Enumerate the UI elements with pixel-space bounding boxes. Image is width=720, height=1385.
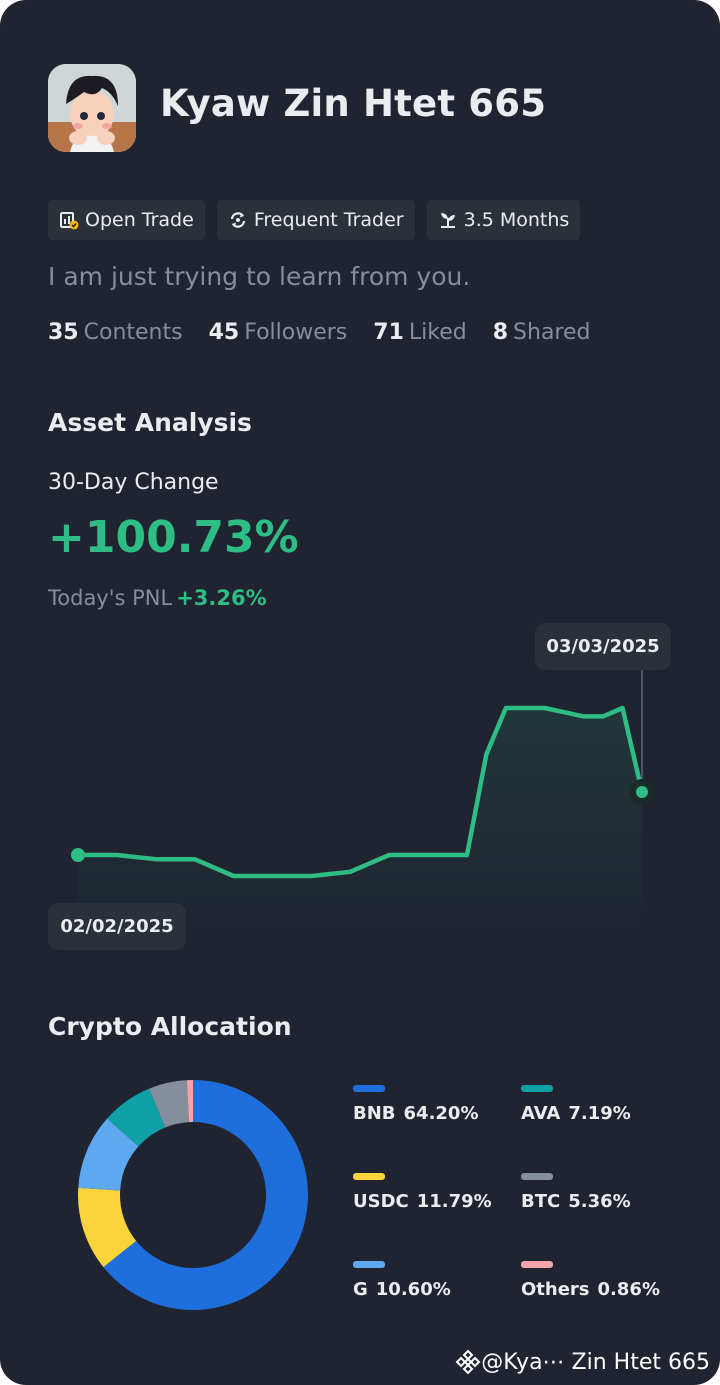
profile-stats: 35 Contents 45 Followers 71 Liked 8 Shared [48, 320, 617, 345]
tag-months[interactable]: 3.5 Months [426, 200, 581, 240]
legend-swatch [521, 1085, 553, 1092]
end-date-tooltip: 03/03/2025 [535, 623, 671, 670]
open-trade-icon [60, 212, 79, 230]
stat-followers[interactable]: 45 Followers [209, 320, 348, 345]
legend-item-g[interactable]: G 10.60% [353, 1261, 451, 1300]
sprout-icon [440, 213, 455, 228]
donut-slice-bnb[interactable] [103, 1080, 308, 1310]
crypto-allocation-title: Crypto Allocation [48, 1012, 292, 1041]
asset-analysis-title: Asset Analysis [48, 408, 252, 437]
legend-value: 5.36% [568, 1191, 631, 1212]
stat-label: Liked [408, 320, 467, 345]
legend-label: BTC [521, 1191, 561, 1212]
legend-swatch [353, 1173, 385, 1180]
profile-name: Kyaw Zin Htet 665 [160, 82, 547, 125]
stat-value: 8 [492, 320, 509, 345]
watermark: @Kya⋯ Zin Htet 665 [455, 1349, 710, 1375]
profile-tags: Open Trade Frequent Trader 3.5 Months [48, 200, 581, 240]
legend-swatch [353, 1085, 385, 1092]
chart-end-point [636, 786, 648, 798]
stat-label: Shared [513, 320, 591, 345]
tag-label: Frequent Trader [253, 209, 404, 231]
legend-label: USDC [353, 1191, 409, 1212]
legend-label: G [353, 1279, 368, 1300]
binance-logo-icon [455, 1349, 481, 1375]
donut-slice-others[interactable] [186, 1080, 193, 1123]
legend-item-ava[interactable]: AVA 7.19% [521, 1085, 631, 1124]
stat-liked[interactable]: 71 Liked [373, 320, 466, 345]
allocation-donut-chart[interactable] [73, 1075, 313, 1315]
start-date-tooltip: 02/02/2025 [48, 903, 186, 950]
pnl-value: +3.26% [176, 586, 267, 610]
legend-item-bnb[interactable]: BNB 64.20% [353, 1085, 479, 1124]
stat-label: Contents [83, 320, 183, 345]
donut-slice-ava[interactable] [107, 1088, 166, 1147]
tag-label: Open Trade [85, 209, 194, 231]
refresh-icon [230, 212, 245, 228]
legend-label: AVA [521, 1103, 561, 1124]
legend-value: 0.86% [597, 1279, 660, 1300]
chart-area [78, 708, 642, 938]
legend-value: 7.19% [568, 1103, 631, 1124]
pnl-line-chart[interactable] [0, 620, 720, 960]
avatar-image [48, 64, 136, 152]
legend-swatch [521, 1173, 553, 1180]
watermark-text: @Kya⋯ Zin Htet 665 [481, 1349, 710, 1375]
avatar[interactable] [48, 64, 136, 152]
stat-value: 35 [48, 320, 79, 345]
legend-value: 11.79% [416, 1191, 492, 1212]
legend-item-usdc[interactable]: USDC 11.79% [353, 1173, 492, 1212]
tag-label: 3.5 Months [463, 209, 570, 231]
legend-value: 10.60% [375, 1279, 451, 1300]
legend-swatch [521, 1261, 553, 1268]
tag-frequent-trader[interactable]: Frequent Trader [216, 200, 415, 240]
stat-shared[interactable]: 8 Shared [493, 320, 591, 345]
donut-slice-usdc[interactable] [78, 1187, 137, 1268]
donut-slice-btc[interactable] [149, 1080, 190, 1128]
stat-label: Followers [244, 320, 348, 345]
change-value: +100.73% [48, 512, 299, 563]
stat-value: 71 [373, 320, 404, 345]
tag-open-trade[interactable]: Open Trade [48, 200, 205, 240]
donut-slice-g[interactable] [78, 1118, 139, 1191]
stat-value: 45 [208, 320, 240, 345]
legend-label: BNB [353, 1103, 396, 1124]
stat-contents[interactable]: 35 Contents [48, 320, 183, 345]
todays-pnl: Today's PNL +3.26% [48, 586, 267, 610]
change-label: 30-Day Change [48, 470, 219, 495]
pnl-label: Today's PNL [48, 586, 173, 610]
legend-label: Others [521, 1279, 590, 1300]
legend-item-others[interactable]: Others 0.86% [521, 1261, 660, 1300]
legend-value: 64.20% [403, 1103, 479, 1124]
profile-bio: I am just trying to learn from you. [48, 262, 471, 291]
legend-swatch [353, 1261, 385, 1268]
chart-start-point [71, 848, 85, 862]
chart-series-line [75, 705, 645, 879]
legend-item-btc[interactable]: BTC 5.36% [521, 1173, 631, 1212]
